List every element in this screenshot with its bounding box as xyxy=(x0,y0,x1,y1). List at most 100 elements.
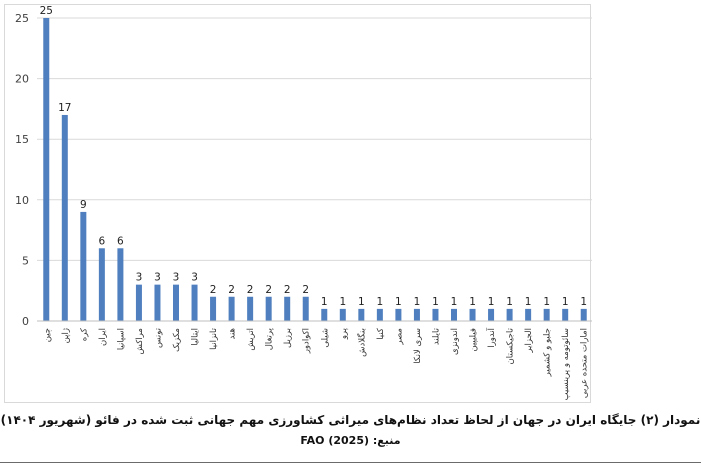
data-label: 1 xyxy=(506,296,513,308)
chart-caption-source: منبع: FAO (2025) xyxy=(300,434,401,447)
data-label: 2 xyxy=(228,284,235,296)
bar xyxy=(321,308,328,321)
x-tick-label: پرتغال xyxy=(265,327,275,350)
y-tick-label: 25 xyxy=(15,12,29,25)
bar xyxy=(80,211,87,321)
x-tick-label: مصر xyxy=(394,328,404,346)
chart-caption-title: نمودار (۲) جایگاه ایران در جهان از لحاظ … xyxy=(0,413,701,427)
x-tick-label: فیلیپین xyxy=(469,328,479,352)
data-label: 1 xyxy=(395,296,402,308)
y-tick-label: 20 xyxy=(15,73,29,86)
bar xyxy=(562,308,569,321)
bar xyxy=(117,248,124,321)
data-label: 1 xyxy=(414,296,421,308)
data-label: 3 xyxy=(191,272,198,284)
bar xyxy=(302,296,309,321)
bar xyxy=(339,308,346,321)
data-label: 1 xyxy=(432,296,439,308)
bar-chart: 0 5 10 15 20 25 25 چین 17 ژاپن 9 کره 6 ایران 6 اسپانیا 3… xyxy=(15,5,592,400)
data-label: 6 xyxy=(117,235,124,247)
x-tick-label: امارات متحده عربی xyxy=(580,328,590,398)
data-label: 1 xyxy=(488,296,495,308)
x-tick-label: اسپانیا xyxy=(116,328,126,350)
bar xyxy=(191,284,198,321)
x-tick-label: اتریش xyxy=(246,328,256,351)
x-tick-label: تانزانیا xyxy=(209,327,219,350)
bar xyxy=(395,308,402,321)
data-label: 3 xyxy=(154,272,161,284)
data-label: 1 xyxy=(358,296,365,308)
bar xyxy=(358,308,365,321)
data-label: 25 xyxy=(40,5,53,17)
data-label: 2 xyxy=(247,284,254,296)
x-tick-label: تاجیکستان xyxy=(506,327,516,364)
x-tick-label: جلبو و کشمیر xyxy=(543,328,553,377)
bar xyxy=(413,308,420,321)
x-tick-label: ژاپن xyxy=(61,328,71,343)
data-label: 2 xyxy=(210,284,217,296)
data-label: 17 xyxy=(58,102,71,114)
bar xyxy=(98,248,105,321)
y-tick-label: 15 xyxy=(15,133,29,146)
bar xyxy=(265,296,272,321)
bar xyxy=(432,308,439,321)
bar xyxy=(506,308,513,321)
bar xyxy=(210,296,217,321)
x-tick-label: سائوتومه و پرینسیپ xyxy=(561,328,571,400)
bar xyxy=(488,308,495,321)
x-tick-label: ایران xyxy=(98,328,108,346)
data-label: 3 xyxy=(136,272,143,284)
bottom-divider xyxy=(0,462,701,463)
x-tick-label: مراکش xyxy=(135,328,145,355)
y-tick-label: 10 xyxy=(15,194,29,207)
data-label: 1 xyxy=(469,296,476,308)
data-label: 6 xyxy=(99,235,106,247)
x-tick-label: برزیل xyxy=(283,328,293,348)
data-label: 1 xyxy=(562,296,569,308)
bar xyxy=(451,308,457,321)
bar xyxy=(61,114,68,322)
bar xyxy=(173,284,179,321)
x-tick-label: کره xyxy=(79,327,89,341)
data-label: 1 xyxy=(525,296,532,308)
bar xyxy=(580,308,587,321)
bar xyxy=(43,18,50,321)
x-tick-label: سری لانکا xyxy=(413,328,423,364)
x-tick-label: تونس xyxy=(153,327,163,348)
data-label: 2 xyxy=(302,284,309,296)
bar xyxy=(154,284,161,321)
x-tick-label: تایلند xyxy=(431,327,441,345)
x-tick-label: بنگلادش xyxy=(356,328,367,357)
data-label: 1 xyxy=(451,296,458,308)
x-tick-label: هند xyxy=(228,328,238,340)
bar xyxy=(228,296,235,321)
x-tick-label: مکزیک xyxy=(172,328,182,352)
bar xyxy=(469,308,476,321)
data-label: 3 xyxy=(173,272,180,284)
data-label: 1 xyxy=(543,296,550,308)
data-label: 9 xyxy=(80,199,87,211)
x-tick-label: اندونزی xyxy=(450,328,460,355)
data-label: 2 xyxy=(265,284,272,296)
x-tick-label: الجزایر xyxy=(524,328,534,354)
bar xyxy=(376,308,383,321)
bar xyxy=(135,284,142,321)
data-label: 1 xyxy=(339,296,346,308)
y-tick-label: 0 xyxy=(22,315,29,328)
x-tick-label: شیلی xyxy=(320,328,330,348)
bar xyxy=(525,308,532,321)
x-tick-label: چین xyxy=(42,328,52,342)
data-label: 1 xyxy=(580,296,587,308)
chart-frame: 0 5 10 15 20 25 25 چین 17 ژاپن 9 کره 6 ایران 6 اسپانیا 3… xyxy=(4,4,592,403)
data-label: 2 xyxy=(284,284,291,296)
data-label: 1 xyxy=(321,296,328,308)
data-label: 1 xyxy=(377,296,384,308)
y-tick-label: 5 xyxy=(22,254,29,267)
x-tick-label: ایتالیا xyxy=(191,328,201,346)
x-tick-label: کنیا xyxy=(376,327,386,340)
bar xyxy=(247,296,254,321)
bar xyxy=(284,296,291,321)
x-tick-label: آندورا xyxy=(485,327,497,347)
x-tick-label: پرو xyxy=(339,327,349,340)
x-tick-label: اکوادور xyxy=(302,328,312,354)
